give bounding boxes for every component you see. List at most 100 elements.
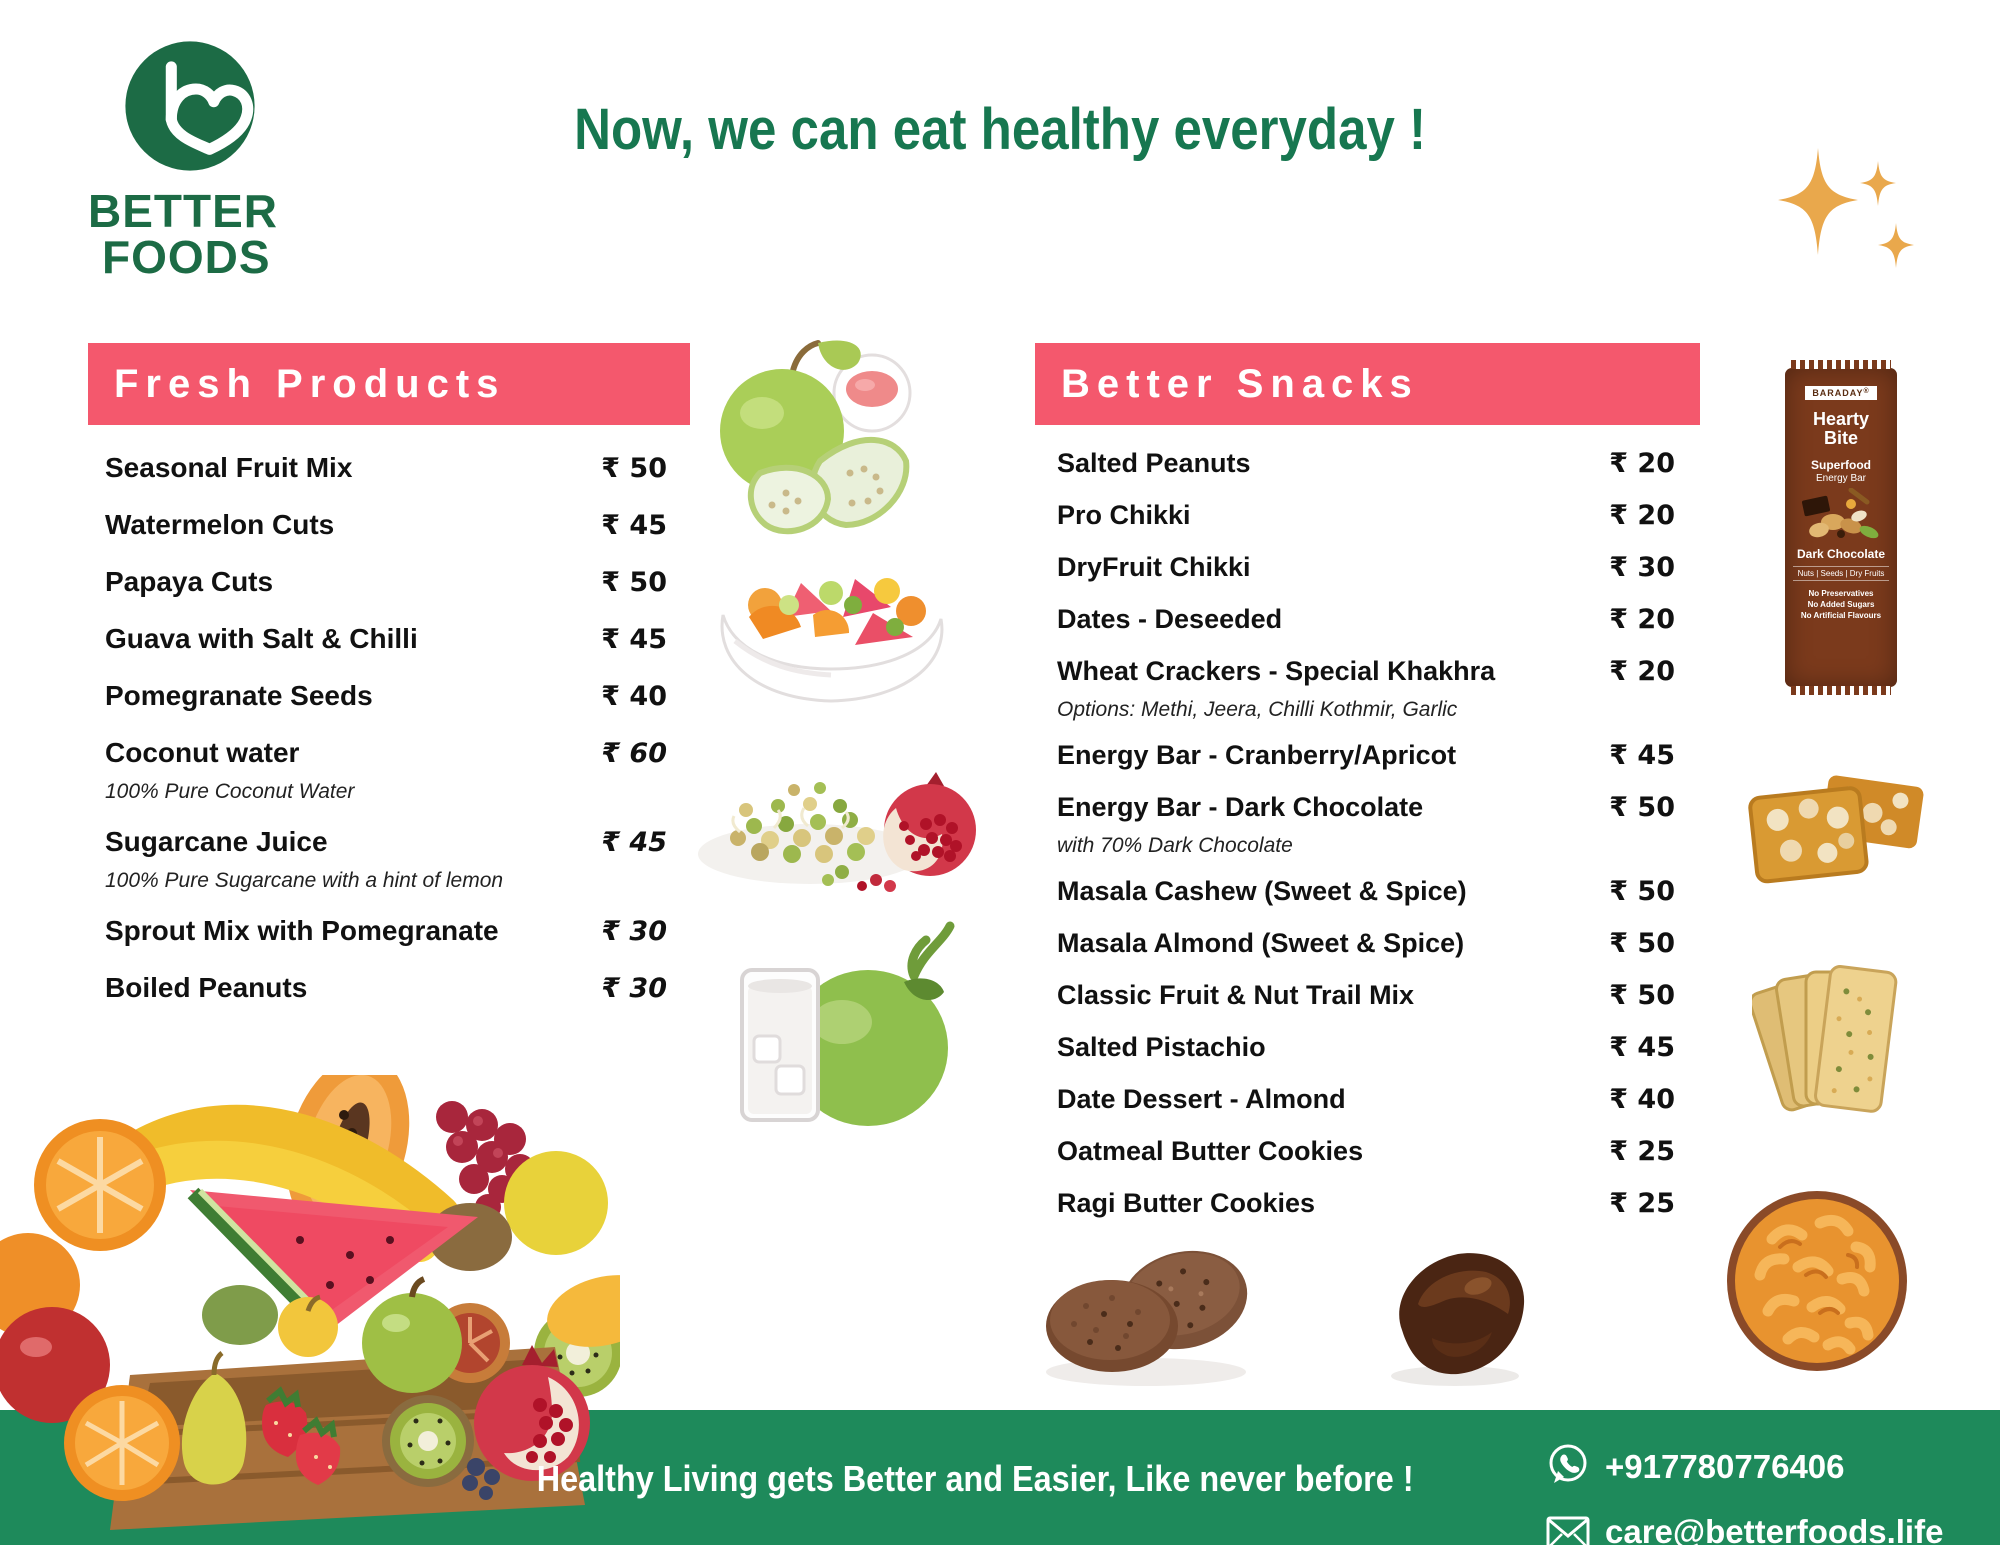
guava-image xyxy=(720,340,912,535)
contact-phone[interactable]: +917780776406 xyxy=(1605,1448,1845,1485)
hearty-bite-bar-image: BARADAY® Hearty Bite Superfood Energy Ba… xyxy=(1785,360,1897,695)
bar-brand-label: BARADAY® xyxy=(1805,386,1877,400)
menu-item-row: Ragi Butter Cookies ₹ 25 xyxy=(1057,1188,1675,1219)
item-name: Papaya Cuts xyxy=(105,566,274,597)
menu-item-row: Coconut water ₹ 60 xyxy=(105,737,667,769)
item-name: Guava with Salt & Chilli xyxy=(105,623,418,654)
bar-nuts-art xyxy=(1801,487,1879,539)
item-name: Masala Cashew (Sweet & Spice) xyxy=(1057,876,1467,906)
masala-cashew-bowl-image xyxy=(1727,1191,1907,1371)
page-title: Now, we can eat healthy everyday ! xyxy=(574,97,1426,162)
item-name: Masala Almond (Sweet & Spice) xyxy=(1057,928,1465,958)
item-name: Energy Bar - Cranberry/Apricot xyxy=(1057,740,1457,770)
contact-email[interactable]: care@betterfoods.life xyxy=(1605,1513,1944,1550)
item-price: ₹ 25 xyxy=(1609,1188,1675,1219)
item-price: ₹ 50 xyxy=(1609,928,1675,959)
item-price: ₹ 40 xyxy=(1609,1084,1675,1115)
item-name: Sugarcane Juice xyxy=(105,826,328,857)
item-name: Seasonal Fruit Mix xyxy=(105,452,353,483)
menu-item-row: Guava with Salt & Chilli ₹ 45 xyxy=(105,623,667,655)
bar-contents-label: Nuts | Seeds | Dry Fruits xyxy=(1793,566,1889,581)
menu-item-row: Wheat Crackers - Special Khakhra ₹ 20 xyxy=(1057,656,1675,687)
item-name: Boiled Peanuts xyxy=(105,972,308,1003)
item-name: Oatmeal Butter Cookies xyxy=(1057,1136,1364,1166)
menu-item-row: Sugarcane Juice ₹ 45 xyxy=(105,826,667,858)
item-name: Sprout Mix with Pomegranate xyxy=(105,915,499,946)
chikki-image xyxy=(1748,775,1924,884)
better-foods-logo-icon xyxy=(125,41,255,171)
item-price: ₹ 30 xyxy=(601,973,667,1004)
item-name: Wheat Crackers - Special Khakhra xyxy=(1057,656,1496,686)
menu-item-row: Dates - Deseeded ₹ 20 xyxy=(1057,604,1675,635)
item-price: ₹ 60 xyxy=(601,738,667,769)
item-name: DryFruit Chikki xyxy=(1057,552,1251,582)
item-name: Pomegranate Seeds xyxy=(105,680,373,711)
menu-item-row: Masala Cashew (Sweet & Spice) ₹ 50 xyxy=(1057,876,1675,907)
cookies-image xyxy=(1046,1250,1248,1386)
fresh-products-banner: Fresh Products xyxy=(88,343,690,425)
menu-item-row: Pro Chikki ₹ 20 xyxy=(1057,500,1675,531)
better-snacks-list: Salted Peanuts ₹ 20 Pro Chikki ₹ 20 DryFruit… xyxy=(1057,448,1675,1240)
coconut-water-image xyxy=(740,921,955,1126)
bar-superfood-label: Superfood xyxy=(1811,458,1871,472)
menu-item-row: Watermelon Cuts ₹ 45 xyxy=(105,509,667,541)
menu-item-row: Seasonal Fruit Mix ₹ 50 xyxy=(105,452,667,484)
item-name: Salted Peanuts xyxy=(1057,448,1251,478)
item-price: ₹ 30 xyxy=(601,916,667,947)
khakhra-image xyxy=(1752,965,1898,1113)
footer-tagline: Healthy Living gets Better and Easier, L… xyxy=(536,1458,1414,1499)
item-name: Coconut water xyxy=(105,737,300,768)
menu-item-row: Salted Pistachio ₹ 45 xyxy=(1057,1032,1675,1063)
sparkles-icon xyxy=(1778,148,1914,268)
menu-item-row: DryFruit Chikki ₹ 30 xyxy=(1057,552,1675,583)
bar-energybar-label: Energy Bar xyxy=(1815,473,1867,484)
item-note: with 70% Dark Chocolate xyxy=(1057,834,1293,857)
better-snacks-banner: Better Snacks xyxy=(1035,343,1700,425)
item-price: ₹ 50 xyxy=(601,453,667,484)
fresh-products-list: Seasonal Fruit Mix ₹ 50 Watermelon Cuts ₹ 4… xyxy=(105,452,667,1029)
item-price: ₹ 50 xyxy=(1609,876,1675,907)
whatsapp-icon xyxy=(1549,1444,1587,1483)
item-price: ₹ 45 xyxy=(601,510,667,541)
item-name: Date Dessert - Almond xyxy=(1057,1084,1346,1114)
item-name: Salted Pistachio xyxy=(1057,1032,1266,1062)
menu-item-row: Masala Almond (Sweet & Spice) ₹ 50 xyxy=(1057,928,1675,959)
fresh-products-title: Fresh Products xyxy=(114,361,506,406)
item-name: Ragi Butter Cookies xyxy=(1057,1188,1316,1218)
item-price: ₹ 45 xyxy=(601,624,667,655)
item-price: ₹ 45 xyxy=(601,827,667,858)
chocolate-date-image xyxy=(1391,1253,1525,1386)
item-name: Watermelon Cuts xyxy=(105,509,335,540)
mail-icon xyxy=(1546,1516,1590,1550)
brand-wordmark: BETTER FOODS xyxy=(88,188,278,280)
bar-title: Hearty Bite xyxy=(1812,409,1870,448)
sprout-mix-image xyxy=(698,772,976,892)
item-price: ₹ 45 xyxy=(1609,740,1675,771)
fruit-salad-image xyxy=(720,578,944,703)
item-price: ₹ 40 xyxy=(601,681,667,712)
item-price: ₹ 45 xyxy=(1609,1032,1675,1063)
item-note: Options: Methi, Jeera, Chilli Kothmir, G… xyxy=(1057,698,1458,721)
item-price: ₹ 20 xyxy=(1609,604,1675,635)
item-price: ₹ 50 xyxy=(1609,980,1675,1011)
menu-item-row: Papaya Cuts ₹ 50 xyxy=(105,566,667,598)
menu-item-row: Pomegranate Seeds ₹ 40 xyxy=(105,680,667,712)
item-price: ₹ 20 xyxy=(1609,500,1675,531)
item-price: ₹ 30 xyxy=(1609,552,1675,583)
menu-item-row: Boiled Peanuts ₹ 30 xyxy=(105,972,667,1004)
menu-item-row: Energy Bar - Cranberry/Apricot ₹ 45 xyxy=(1057,740,1675,771)
item-price: ₹ 20 xyxy=(1609,448,1675,479)
item-name: Energy Bar - Dark Chocolate xyxy=(1057,792,1424,822)
item-note: 100% Pure Sugarcane with a hint of lemon xyxy=(105,869,504,892)
fruit-crate-image xyxy=(0,1075,620,1530)
item-price: ₹ 20 xyxy=(1609,656,1675,687)
menu-item-row: Date Dessert - Almond ₹ 40 xyxy=(1057,1084,1675,1115)
brand-name-line1: BETTER xyxy=(88,185,278,237)
menu-item-row: Salted Peanuts ₹ 20 xyxy=(1057,448,1675,479)
item-name: Classic Fruit & Nut Trail Mix xyxy=(1057,980,1415,1010)
item-price: ₹ 50 xyxy=(1609,792,1675,823)
item-price: ₹ 25 xyxy=(1609,1136,1675,1167)
item-name: Pro Chikki xyxy=(1057,500,1191,530)
better-snacks-title: Better Snacks xyxy=(1061,361,1419,406)
bar-flavor-label: Dark Chocolate xyxy=(1796,547,1886,561)
